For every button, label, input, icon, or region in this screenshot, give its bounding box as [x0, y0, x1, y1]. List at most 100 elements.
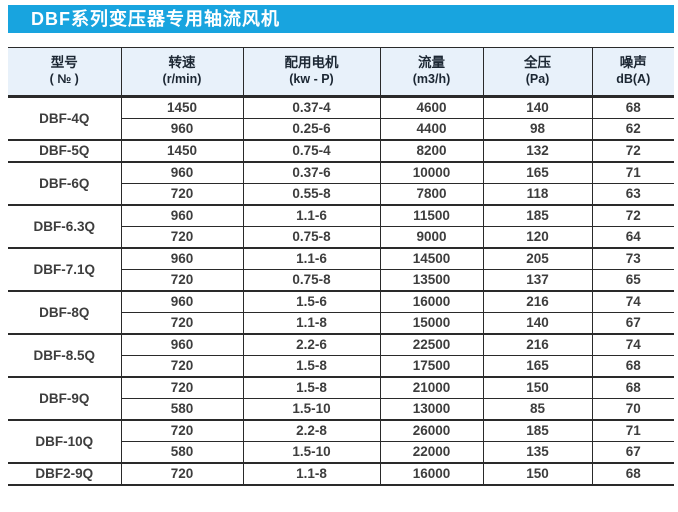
speed-cell: 960 — [120, 247, 243, 270]
flow-cell: 9000 — [379, 226, 483, 248]
table-row: 720 0.75-8 9000 120 64 — [8, 226, 674, 248]
col-header-noise-label: 噪声 — [619, 55, 647, 70]
flow-cell: 16000 — [379, 290, 483, 313]
col-header-flow-unit: (m3/h) — [412, 72, 451, 86]
col-header-speed-unit: (r/min) — [162, 72, 202, 86]
model-cell: DBF-6.3Q — [8, 204, 121, 248]
table-row: 960 0.25-6 4400 98 62 — [8, 118, 674, 140]
pressure-cell: 85 — [482, 398, 592, 420]
noise-cell: 65 — [591, 269, 674, 291]
pressure-cell: 120 — [482, 226, 592, 248]
col-header-model: 型号 ( № ) — [8, 47, 121, 98]
flow-cell: 15000 — [379, 312, 483, 334]
table-row: DBF-4Q 1450 0.37-4 4600 140 68 — [8, 95, 674, 140]
motor-cell: 0.55-8 — [242, 183, 380, 205]
pressure-cell: 118 — [482, 183, 592, 205]
col-header-model-label: 型号 — [50, 55, 78, 70]
table-row: 720 0.75-8 13500 137 65 — [8, 269, 674, 291]
motor-cell: 0.37-6 — [242, 161, 380, 184]
pressure-cell: 137 — [482, 269, 592, 291]
motor-cell: 1.5-10 — [242, 441, 380, 463]
motor-cell: 1.5-6 — [242, 290, 380, 313]
motor-cell: 0.75-8 — [242, 269, 380, 291]
motor-cell: 0.75-4 — [242, 139, 380, 162]
speed-cell: 720 — [120, 462, 243, 485]
flow-cell: 17500 — [379, 355, 483, 377]
pressure-cell: 150 — [482, 462, 592, 485]
table-row: DBF-10Q 720 2.2-8 26000 185 71 — [8, 419, 674, 463]
model-cell: DBF-10Q — [8, 419, 121, 463]
flow-cell: 14500 — [379, 247, 483, 270]
model-cell: DBF-8.5Q — [8, 333, 121, 377]
page-title: DBF系列变压器专用轴流风机 — [8, 5, 674, 33]
noise-cell: 68 — [591, 355, 674, 377]
speed-cell: 580 — [120, 398, 243, 420]
speed-cell: 960 — [120, 333, 243, 356]
col-header-pressure: 全压 (Pa) — [482, 47, 592, 98]
table-row: DBF-6.3Q 960 1.1-6 11500 185 72 — [8, 204, 674, 248]
pressure-cell: 98 — [482, 118, 592, 140]
pressure-cell: 205 — [482, 247, 592, 270]
speed-cell: 720 — [120, 419, 243, 442]
speed-cell: 960 — [120, 161, 243, 184]
table-row: 720 0.55-8 7800 118 63 — [8, 183, 674, 205]
noise-cell: 68 — [591, 376, 674, 399]
noise-cell: 72 — [591, 139, 674, 162]
flow-cell: 13500 — [379, 269, 483, 291]
noise-cell: 71 — [591, 161, 674, 184]
flow-cell: 26000 — [379, 419, 483, 442]
pressure-cell: 132 — [482, 139, 592, 162]
pressure-cell: 140 — [482, 312, 592, 334]
table-row: 720 1.1-8 15000 140 67 — [8, 312, 674, 334]
motor-cell: 1.5-10 — [242, 398, 380, 420]
motor-cell: 1.1-6 — [242, 204, 380, 227]
motor-cell: 1.1-6 — [242, 247, 380, 270]
col-header-pressure-label: 全压 — [524, 55, 551, 70]
flow-cell: 11500 — [379, 204, 483, 227]
table-row: DBF2-9Q 720 1.1-8 16000 150 68 — [8, 462, 674, 485]
flow-cell: 7800 — [379, 183, 483, 205]
motor-cell: 1.5-8 — [242, 376, 380, 399]
pressure-cell: 185 — [482, 204, 592, 227]
speed-cell: 960 — [120, 118, 243, 140]
speed-cell: 720 — [120, 312, 243, 334]
speed-cell: 1450 — [120, 95, 243, 119]
noise-cell: 62 — [591, 118, 674, 140]
speed-cell: 960 — [120, 204, 243, 227]
speed-cell: 720 — [120, 269, 243, 291]
motor-cell: 0.25-6 — [242, 118, 380, 140]
model-cell: DBF-4Q — [8, 95, 121, 140]
header-row: 型号 ( № ) 转速 (r/min) 配用电机 (kw - P) 流量 (m3… — [8, 47, 674, 98]
model-cell: DBF-9Q — [8, 376, 121, 420]
table-row: 580 1.5-10 13000 85 70 — [8, 398, 674, 420]
model-cell: DBF-7.1Q — [8, 247, 121, 291]
col-header-noise-unit: dB(A) — [616, 72, 651, 86]
motor-cell: 0.37-4 — [242, 95, 380, 119]
model-cell: DBF-5Q — [8, 139, 121, 162]
speed-cell: 720 — [120, 355, 243, 377]
col-header-flow: 流量 (m3/h) — [379, 47, 483, 98]
speed-cell: 960 — [120, 290, 243, 313]
noise-cell: 72 — [591, 204, 674, 227]
col-header-model-unit: ( № ) — [49, 72, 79, 86]
speed-cell: 1450 — [120, 139, 243, 162]
flow-cell: 4600 — [379, 95, 483, 119]
noise-cell: 68 — [591, 462, 674, 485]
pressure-cell: 185 — [482, 419, 592, 442]
noise-cell: 63 — [591, 183, 674, 205]
noise-cell: 68 — [591, 95, 674, 119]
pressure-cell: 216 — [482, 290, 592, 313]
flow-cell: 21000 — [379, 376, 483, 399]
col-header-noise: 噪声 dB(A) — [591, 47, 674, 98]
noise-cell: 67 — [591, 441, 674, 463]
flow-cell: 8200 — [379, 139, 483, 162]
table-row: 580 1.5-10 22000 135 67 — [8, 441, 674, 463]
flow-cell: 16000 — [379, 462, 483, 485]
table-row: DBF-9Q 720 1.5-8 21000 150 68 — [8, 376, 674, 420]
motor-cell: 1.1-8 — [242, 312, 380, 334]
table-body: DBF-4Q 1450 0.37-4 4600 140 68 960 0.25-6 4400 98… — [8, 95, 674, 485]
speed-cell: 720 — [120, 226, 243, 248]
model-cell: DBF-6Q — [8, 161, 121, 205]
flow-cell: 4400 — [379, 118, 483, 140]
flow-cell: 22000 — [379, 441, 483, 463]
